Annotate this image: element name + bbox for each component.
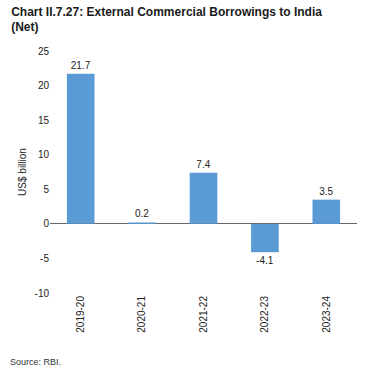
svg-text:-5: -5: [40, 253, 49, 264]
svg-text:Source: RBI.: Source: RBI.: [10, 357, 61, 367]
svg-text:2022-23: 2022-23: [259, 296, 270, 333]
svg-text:2019-20: 2019-20: [75, 296, 86, 333]
svg-text:0: 0: [43, 218, 49, 229]
svg-text:2023-24: 2023-24: [321, 296, 332, 333]
svg-text:2020-21: 2020-21: [136, 296, 147, 333]
svg-text:-4.1: -4.1: [256, 255, 274, 266]
svg-text:-10: -10: [35, 288, 50, 299]
svg-text:20: 20: [38, 80, 50, 91]
svg-text:15: 15: [38, 115, 50, 126]
svg-text:25: 25: [38, 46, 50, 57]
svg-text:0.2: 0.2: [135, 208, 149, 219]
svg-text:2021-22: 2021-22: [198, 296, 209, 333]
svg-text:10: 10: [38, 149, 50, 160]
svg-text:5: 5: [43, 184, 49, 195]
svg-text:3.5: 3.5: [319, 186, 333, 197]
svg-text:US$ billion: US$ billion: [17, 148, 28, 196]
svg-text:7.4: 7.4: [196, 159, 210, 170]
svg-text:21.7: 21.7: [71, 60, 91, 71]
svg-text:Chart II.7.27: External Commer: Chart II.7.27: External Commercial Borro…: [11, 5, 322, 35]
